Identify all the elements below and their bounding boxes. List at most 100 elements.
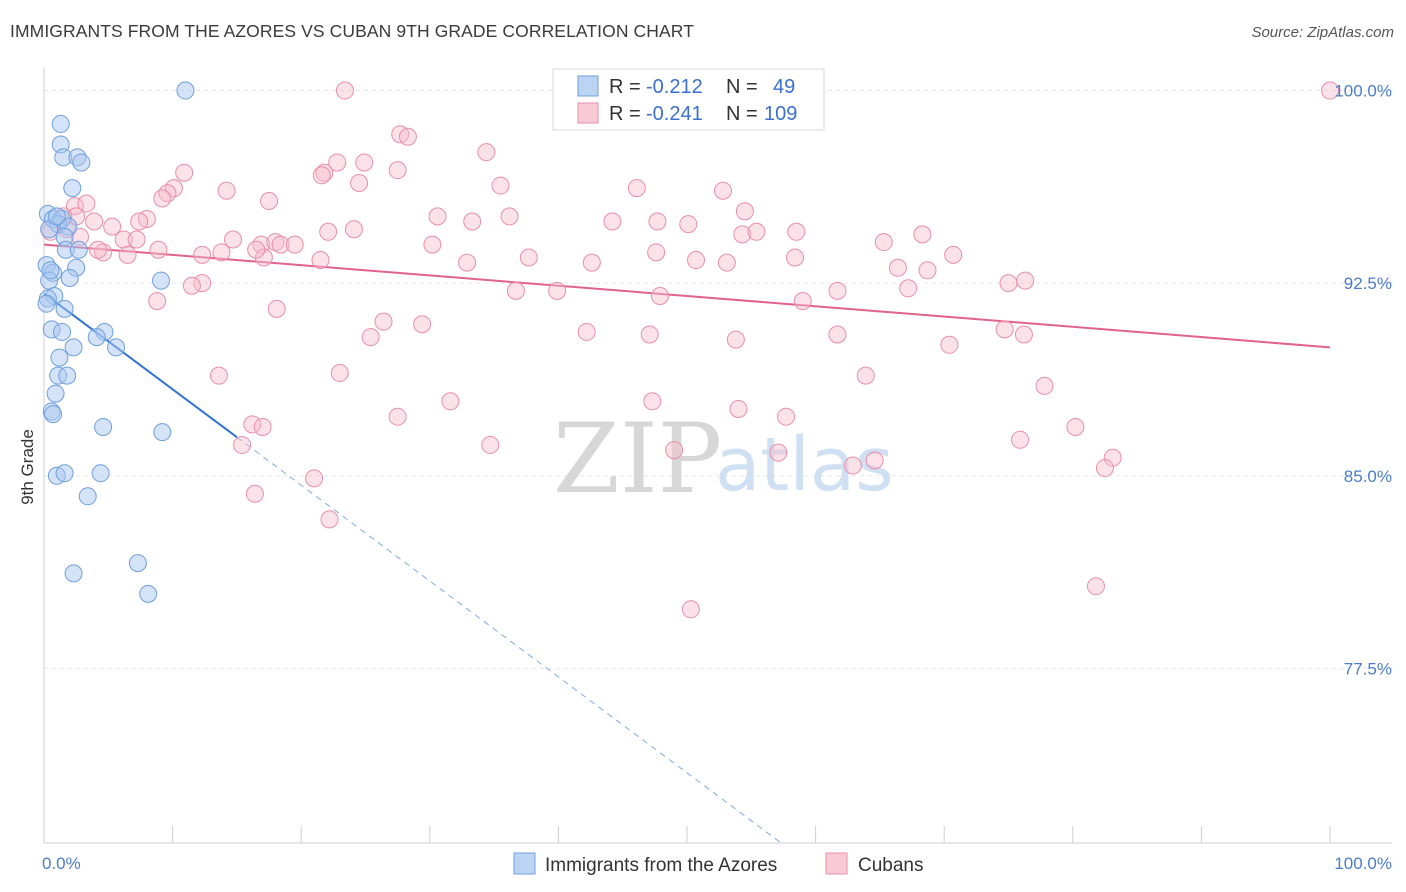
point-cubans-57 bbox=[193, 245, 212, 264]
point-cubans-49 bbox=[266, 233, 285, 252]
trend-line-azores bbox=[43, 292, 782, 844]
point-azores-25 bbox=[55, 299, 74, 318]
point-cubans-89 bbox=[726, 330, 745, 349]
point-cubans-100 bbox=[643, 392, 662, 411]
point-cubans-1 bbox=[1321, 81, 1339, 100]
grid-lines bbox=[44, 90, 1392, 669]
point-cubans-71 bbox=[944, 245, 963, 264]
y-tick-label-2: 85.0% bbox=[1344, 467, 1392, 486]
point-cubans-56 bbox=[149, 240, 168, 259]
point-azores-34 bbox=[58, 366, 77, 385]
source-label: Source: ZipAtlas.com bbox=[1251, 24, 1394, 41]
point-azores-29 bbox=[87, 328, 106, 347]
point-cubans-67 bbox=[717, 253, 736, 272]
point-cubans-51 bbox=[423, 235, 442, 254]
point-cubans-75 bbox=[828, 281, 847, 300]
point-cubans-13 bbox=[627, 179, 646, 198]
point-cubans-25 bbox=[85, 212, 104, 231]
point-cubans-101 bbox=[729, 399, 748, 418]
point-cubans-109 bbox=[769, 443, 788, 462]
point-cubans-78 bbox=[650, 286, 669, 305]
point-cubans-42 bbox=[114, 230, 133, 249]
point-cubans-113 bbox=[1066, 417, 1085, 436]
point-cubans-72 bbox=[999, 274, 1018, 293]
point-azores-0 bbox=[176, 81, 195, 100]
point-cubans-93 bbox=[940, 335, 959, 354]
point-cubans-16 bbox=[158, 184, 177, 203]
point-cubans-106 bbox=[233, 435, 252, 454]
point-cubans-61 bbox=[311, 251, 330, 270]
point-cubans-37 bbox=[747, 222, 766, 241]
watermark-zip: ZIP bbox=[553, 403, 722, 515]
bottom-legend-label-cubans: Cubans bbox=[858, 855, 924, 876]
point-cubans-92 bbox=[1014, 325, 1033, 344]
point-cubans-6 bbox=[388, 161, 407, 180]
point-cubans-60 bbox=[247, 240, 266, 259]
point-cubans-99 bbox=[388, 407, 407, 426]
point-cubans-27 bbox=[428, 207, 447, 226]
point-cubans-103 bbox=[243, 415, 262, 434]
point-cubans-66 bbox=[687, 251, 706, 270]
y-tick-label-0: 100.0% bbox=[1334, 82, 1392, 101]
point-cubans-50 bbox=[271, 235, 290, 254]
point-cubans-32 bbox=[603, 212, 622, 231]
point-cubans-35 bbox=[735, 202, 754, 221]
point-cubans-12 bbox=[491, 176, 510, 195]
point-azores-47 bbox=[41, 261, 60, 280]
watermark-atlas: atlas bbox=[715, 422, 894, 508]
point-cubans-40 bbox=[874, 233, 893, 252]
point-azores-6 bbox=[63, 179, 82, 198]
y-tick-label-1: 92.5% bbox=[1344, 274, 1392, 293]
point-cubans-85 bbox=[413, 315, 432, 334]
tick-labels: 100.0% 92.5% 85.0% 77.5% 0.0% 100.0% bbox=[42, 82, 1392, 873]
point-azores-37 bbox=[44, 405, 63, 424]
legend-n-value-cubans: 109 bbox=[764, 103, 797, 125]
point-cubans-112 bbox=[843, 456, 862, 475]
point-azores-1 bbox=[51, 114, 70, 133]
point-cubans-55 bbox=[89, 240, 108, 259]
point-cubans-77 bbox=[506, 281, 525, 300]
point-cubans-5 bbox=[355, 153, 374, 172]
points-azores bbox=[37, 81, 195, 603]
point-cubans-7 bbox=[328, 153, 347, 172]
point-cubans-41 bbox=[103, 217, 122, 236]
point-cubans-47 bbox=[224, 230, 243, 249]
x-tick-label-1: 100.0% bbox=[1334, 854, 1392, 873]
point-azores-5 bbox=[72, 153, 91, 172]
point-cubans-64 bbox=[582, 253, 601, 272]
bottom-legend-swatch-cubans bbox=[825, 852, 848, 875]
point-cubans-28 bbox=[500, 207, 519, 226]
trend-solid-azores bbox=[43, 292, 238, 439]
legend-r-value-azores: -0.212 bbox=[646, 76, 703, 98]
point-cubans-111 bbox=[1103, 448, 1122, 467]
point-azores-42 bbox=[91, 464, 110, 483]
point-cubans-98 bbox=[441, 392, 460, 411]
point-cubans-119 bbox=[681, 600, 700, 619]
point-cubans-81 bbox=[182, 276, 201, 295]
point-cubans-31 bbox=[463, 212, 482, 231]
point-cubans-30 bbox=[319, 222, 338, 241]
point-cubans-118 bbox=[1086, 577, 1105, 596]
point-cubans-69 bbox=[888, 258, 907, 277]
point-cubans-62 bbox=[458, 253, 477, 272]
point-cubans-105 bbox=[1011, 430, 1030, 449]
point-azores-48 bbox=[47, 207, 66, 226]
point-cubans-46 bbox=[127, 230, 146, 249]
bottom-legend-label-azores: Immigrants from the Azores bbox=[545, 855, 777, 876]
point-cubans-117 bbox=[320, 510, 339, 529]
point-cubans-76 bbox=[548, 281, 567, 300]
point-cubans-80 bbox=[193, 274, 212, 293]
point-azores-19 bbox=[60, 269, 79, 288]
point-cubans-63 bbox=[519, 248, 538, 267]
chart-title: IMMIGRANTS FROM THE AZORES VS CUBAN 9TH … bbox=[10, 21, 695, 41]
legend-r-value-cubans: -0.241 bbox=[646, 103, 703, 125]
point-cubans-39 bbox=[913, 225, 932, 244]
point-cubans-116 bbox=[245, 484, 264, 503]
point-cubans-0 bbox=[335, 81, 354, 100]
point-azores-39 bbox=[153, 423, 172, 442]
point-azores-35 bbox=[46, 384, 65, 403]
point-cubans-18 bbox=[260, 191, 279, 210]
point-azores-38 bbox=[94, 417, 113, 436]
point-azores-21 bbox=[152, 271, 171, 290]
